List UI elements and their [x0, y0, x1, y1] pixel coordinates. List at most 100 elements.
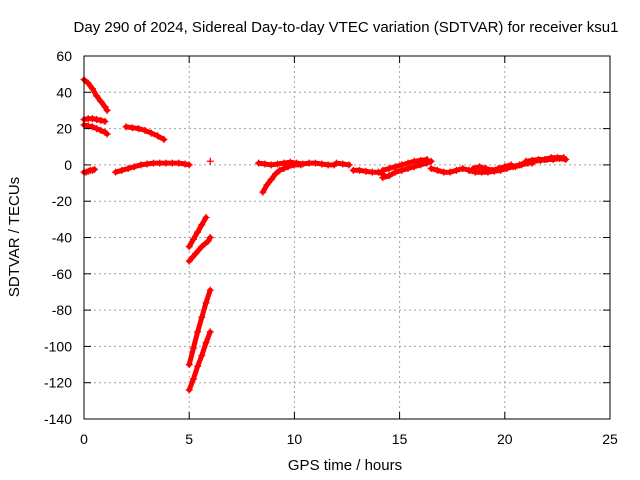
data-point — [311, 159, 319, 167]
data-point — [452, 166, 460, 174]
y-tick-label: -100 — [44, 338, 72, 354]
y-tick-label: -40 — [52, 230, 72, 246]
series-arc-11 — [185, 328, 214, 394]
data-point — [427, 165, 435, 173]
data-point — [356, 166, 364, 174]
data-point — [185, 361, 193, 369]
data-point — [518, 161, 526, 169]
data-point — [274, 160, 282, 168]
data-point — [101, 117, 109, 125]
data-point — [362, 167, 370, 175]
data-point — [189, 235, 197, 243]
data-point — [189, 344, 197, 352]
data-point — [541, 155, 549, 163]
data-point — [280, 159, 288, 167]
data-point — [93, 116, 101, 124]
data-point — [398, 161, 406, 169]
data-point — [130, 163, 138, 171]
data-point — [482, 165, 490, 173]
data-point — [156, 159, 164, 167]
series-arc-5 — [122, 123, 168, 143]
data-point — [206, 157, 214, 165]
data-point — [263, 181, 271, 189]
data-point — [97, 97, 105, 105]
data-point — [349, 166, 357, 174]
data-points — [80, 76, 570, 394]
data-point — [194, 362, 202, 370]
series-arc-16 — [379, 157, 435, 182]
data-point — [93, 92, 101, 100]
y-tick-label: 60 — [56, 48, 72, 64]
data-point — [440, 168, 448, 176]
data-point — [97, 126, 105, 134]
data-point — [149, 159, 157, 167]
data-point — [267, 161, 275, 169]
data-point — [560, 154, 568, 162]
data-point — [339, 160, 347, 168]
data-point — [267, 175, 275, 183]
data-point — [202, 299, 210, 307]
data-point — [385, 165, 393, 173]
series-arc-7 — [206, 157, 214, 165]
data-point — [404, 159, 412, 167]
point-trace — [186, 287, 213, 368]
data-point — [501, 163, 509, 171]
data-point — [522, 157, 530, 165]
data-point — [88, 115, 96, 123]
data-point — [417, 156, 425, 164]
data-point — [198, 221, 206, 229]
data-point — [423, 155, 431, 163]
x-tick-label: 10 — [287, 431, 303, 447]
data-point — [194, 228, 202, 236]
data-point — [160, 135, 168, 143]
data-point — [198, 351, 206, 359]
data-point — [154, 132, 162, 140]
data-point — [206, 328, 214, 336]
y-tick-labels: -140 -120 -100 -80 -60 -40 -20 0 20 40 60 — [44, 48, 72, 427]
y-tick-label: -80 — [52, 302, 72, 318]
data-point — [128, 124, 136, 132]
y-axis-label: SDTVAR / TECUs — [6, 177, 23, 297]
data-point — [88, 85, 96, 93]
x-tick-label: 20 — [497, 431, 513, 447]
data-point — [385, 172, 393, 180]
data-point — [124, 165, 132, 173]
data-point — [368, 168, 376, 176]
data-point — [84, 79, 92, 87]
data-point — [379, 174, 387, 182]
axis-ticks — [83, 55, 611, 420]
data-point — [141, 126, 149, 134]
data-point — [185, 243, 193, 251]
data-point — [271, 170, 279, 178]
series-arc-6 — [112, 159, 193, 176]
data-point — [345, 161, 353, 169]
data-point — [469, 165, 477, 173]
series-arc-2 — [80, 76, 111, 114]
x-tick-label: 0 — [80, 431, 88, 447]
data-point — [103, 106, 111, 114]
grid-lines — [84, 56, 610, 419]
data-point — [137, 161, 145, 169]
series-arc-10 — [185, 286, 214, 369]
y-tick-label: -120 — [44, 375, 72, 391]
point-trace — [186, 329, 213, 393]
series-arc-14 — [332, 159, 353, 169]
series-arc-20 — [469, 161, 515, 174]
data-point — [185, 257, 193, 265]
data-point — [375, 168, 383, 176]
data-point — [101, 103, 109, 111]
y-tick-label: -60 — [52, 266, 72, 282]
data-point — [332, 159, 340, 167]
data-point — [391, 163, 399, 171]
chart-title: Day 290 of 2024, Sidereal Day-to-day VTE… — [74, 19, 619, 36]
x-tick-label: 5 — [185, 431, 193, 447]
data-point — [379, 166, 387, 174]
y-tick-label: 20 — [56, 121, 72, 137]
data-point — [206, 234, 214, 241]
data-point — [112, 168, 120, 176]
y-tick-label: -140 — [44, 411, 72, 427]
data-point — [293, 159, 301, 167]
data-point — [259, 188, 267, 196]
x-tick-label: 15 — [392, 431, 408, 447]
data-point — [122, 123, 130, 131]
